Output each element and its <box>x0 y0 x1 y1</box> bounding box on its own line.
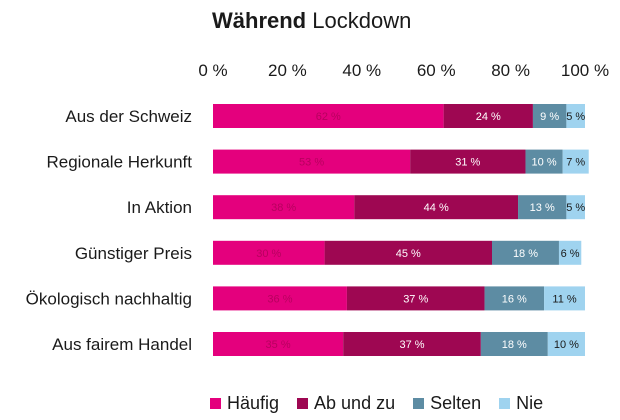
legend-item: Häufig <box>210 393 279 414</box>
bar-segment <box>566 195 585 220</box>
category-label: Ökologisch nachhaltig <box>26 289 192 308</box>
data-label: 5 % <box>566 202 585 214</box>
bar-segment <box>410 149 526 174</box>
data-label: 9 % <box>540 111 559 123</box>
x-tick-label: 80 % <box>491 61 530 80</box>
data-label: 53 % <box>299 157 324 169</box>
legend-label: Nie <box>516 393 544 413</box>
bar-segment <box>213 195 355 220</box>
data-label: 24 % <box>476 111 501 123</box>
data-label: 45 % <box>396 248 421 260</box>
data-label: 31 % <box>455 157 480 169</box>
bar-segment <box>213 149 411 174</box>
x-tick-label: 100 % <box>561 61 609 80</box>
data-label: 18 % <box>502 339 527 351</box>
bar-segment <box>544 286 585 311</box>
data-label: 11 % <box>552 293 576 305</box>
legend-item: Nie <box>499 393 543 414</box>
bar-segment <box>324 240 492 265</box>
bar-segment <box>547 332 585 356</box>
bar-segment <box>354 195 519 220</box>
bar-segment <box>532 104 567 128</box>
category-label: Regionale Herkunft <box>46 153 192 172</box>
bar-segment <box>213 104 444 128</box>
bar-segment <box>213 286 347 311</box>
x-tick-label: 0 % <box>198 61 227 80</box>
data-label: 36 % <box>267 293 292 305</box>
data-label: 38 % <box>271 202 296 214</box>
data-label: 18 % <box>513 248 538 260</box>
legend-item: Ab und zu <box>297 393 395 414</box>
chart-title: Während Lockdown <box>0 8 620 34</box>
legend-label: Selten <box>430 393 482 413</box>
bar-segment <box>525 149 563 174</box>
data-label: 44 % <box>424 202 449 214</box>
legend-swatch <box>297 398 309 409</box>
bar-segment <box>566 104 585 128</box>
data-label: 5 % <box>566 111 585 123</box>
data-label: 30 % <box>256 248 281 260</box>
data-label: 6 % <box>561 248 580 260</box>
chart-title-rest: Lockdown <box>312 8 412 33</box>
data-label: 7 % <box>566 157 585 169</box>
bar-segment <box>492 240 559 265</box>
bar-segment <box>558 240 582 265</box>
x-tick-label: 60 % <box>417 61 456 80</box>
bar-segment <box>480 332 548 356</box>
category-label: Aus der Schweiz <box>65 107 192 126</box>
data-label: 13 % <box>530 202 555 214</box>
bar-segment <box>213 332 344 356</box>
data-label: 16 % <box>502 293 527 305</box>
x-tick-label: 40 % <box>342 61 381 80</box>
bar-segment <box>213 240 325 265</box>
legend-swatch <box>210 398 221 409</box>
legend-item: Selten <box>413 393 481 414</box>
category-label: Günstiger Preis <box>75 244 192 263</box>
data-label: 37 % <box>403 293 428 305</box>
chart-legend: Häufig Ab und zu Selten Nie <box>210 393 561 414</box>
bar-segment <box>343 332 481 356</box>
bar-segment <box>443 104 533 128</box>
data-label: 37 % <box>399 339 424 351</box>
category-label: Aus fairem Handel <box>52 335 192 354</box>
bar-segment <box>346 286 485 311</box>
bar-segment <box>562 149 589 174</box>
legend-label: Ab und zu <box>314 393 396 413</box>
data-label: 35 % <box>266 339 291 351</box>
legend-swatch <box>413 398 425 409</box>
chart-title-bold: Während <box>212 8 307 33</box>
category-label: In Aktion <box>127 198 192 217</box>
bar-segment <box>518 195 567 220</box>
bar-segment <box>484 286 545 311</box>
data-label: 10 % <box>532 157 557 169</box>
legend-label: Häufig <box>227 393 280 413</box>
x-tick-label: 20 % <box>268 61 307 80</box>
data-label: 62 % <box>316 111 341 123</box>
data-label: 10 % <box>554 339 579 351</box>
legend-swatch <box>499 398 511 409</box>
